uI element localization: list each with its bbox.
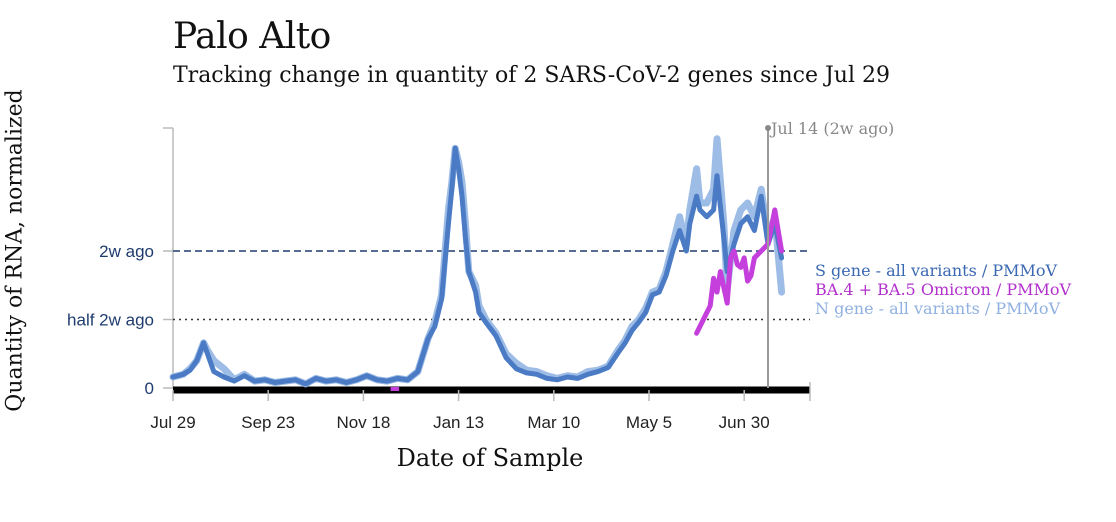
marker-dot bbox=[765, 125, 771, 131]
x-tick-label: Jan 13 bbox=[433, 413, 484, 432]
series-label: N gene - all variants / PMMoV bbox=[815, 299, 1061, 318]
chart-subtitle: Tracking change in quantity of 2 SARS-Co… bbox=[173, 63, 890, 88]
x-tick-label: Jul 29 bbox=[150, 413, 195, 432]
x-tick-label: Jun 30 bbox=[719, 413, 770, 432]
x-tick-label: May 5 bbox=[626, 413, 672, 432]
x-tick-label: Sep 23 bbox=[241, 413, 295, 432]
series-label: S gene - all variants / PMMoV bbox=[815, 261, 1058, 280]
series-line bbox=[170, 145, 785, 387]
y-tick-label: 0 bbox=[145, 379, 154, 398]
series-label: BA.4 + BA.5 Omicron / PMMoV bbox=[815, 280, 1072, 299]
series-line bbox=[694, 207, 785, 336]
x-tick-label: Mar 10 bbox=[527, 413, 580, 432]
marker-label: Jul 14 (2w ago) bbox=[769, 119, 894, 138]
series-line bbox=[169, 135, 786, 388]
y-tick-label: 2w ago bbox=[99, 242, 154, 261]
y-tick-label: half 2w ago bbox=[67, 311, 154, 330]
x-axis-title: Date of Sample bbox=[396, 444, 584, 472]
x-tick-label: Nov 18 bbox=[336, 413, 390, 432]
chart-title: Palo Alto bbox=[173, 16, 331, 57]
